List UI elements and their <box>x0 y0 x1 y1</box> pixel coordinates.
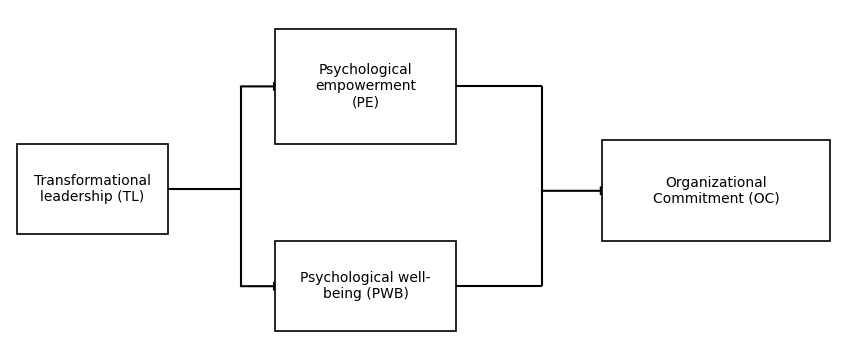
FancyBboxPatch shape <box>17 144 168 234</box>
Text: Organizational
Commitment (OC): Organizational Commitment (OC) <box>653 176 779 206</box>
Text: Psychological
empowerment
(PE): Psychological empowerment (PE) <box>315 63 416 109</box>
Text: Psychological well-
being (PWB): Psychological well- being (PWB) <box>300 271 431 301</box>
Text: Transformational
leadership (TL): Transformational leadership (TL) <box>34 174 151 204</box>
FancyBboxPatch shape <box>275 241 456 331</box>
FancyBboxPatch shape <box>602 140 830 241</box>
FancyBboxPatch shape <box>275 29 456 144</box>
